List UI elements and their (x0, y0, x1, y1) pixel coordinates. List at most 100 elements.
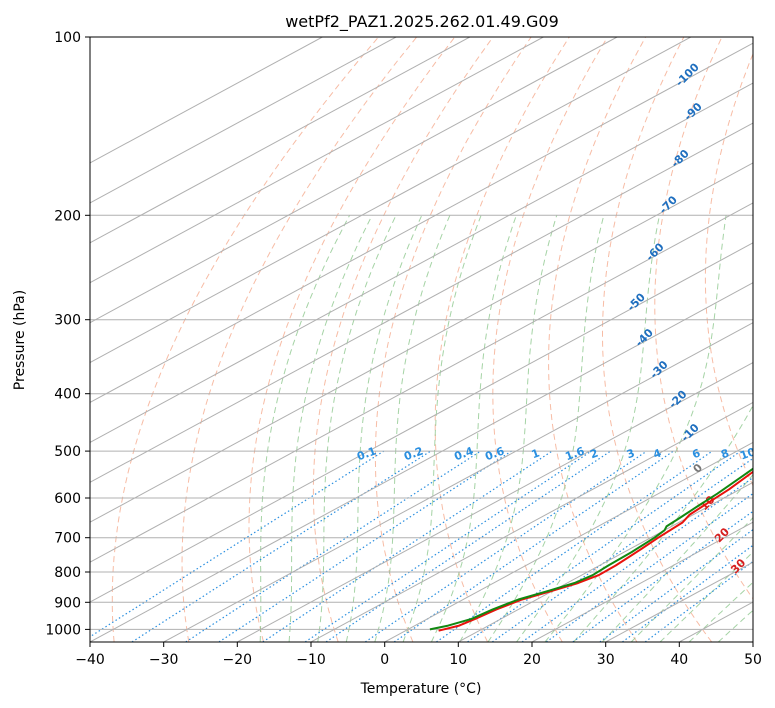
plot-frame (89, 36, 754, 643)
mixing-ratio-line (131, 450, 432, 642)
x-tick-label: 20 (523, 652, 541, 668)
mixing-ratio-label: 8 (719, 446, 731, 461)
isotherm-line (90, 242, 753, 603)
isotherm-line (237, 361, 753, 642)
y-tick-label: 600 (54, 491, 81, 507)
mixing-ratio-label: 0.6 (483, 444, 506, 463)
mixing-ratio-label: 4 (651, 446, 663, 461)
moist-adiabat (317, 215, 397, 642)
isotherm-line (90, 82, 753, 443)
mixing-ratio-line (218, 450, 512, 642)
mixing-ratio-line (90, 450, 385, 638)
isotherm-line (531, 521, 753, 642)
dry-adiabat (755, 37, 775, 642)
dry-adiabat (111, 37, 379, 642)
y-tick-label: 400 (54, 387, 81, 403)
moist-adiabat (402, 215, 482, 642)
isotherm-label: 40 (751, 584, 771, 604)
isotherm-line (90, 42, 753, 404)
mixing-ratio-label: 13 (766, 445, 775, 462)
mixing-ratio-label: 3 (625, 446, 637, 461)
moist-adiabat (688, 581, 753, 642)
moist-adiabat (573, 404, 753, 642)
moist-adiabat (288, 215, 373, 642)
x-tick-label: 30 (597, 652, 615, 668)
x-tick-label: 40 (670, 652, 688, 668)
gridlines (90, 37, 753, 630)
mixing-ratio-label: 2 (588, 446, 600, 461)
isotherm-label: 0 (691, 461, 706, 476)
y-tick-label: 500 (54, 444, 81, 460)
isotherm-line (458, 481, 753, 642)
x-axis-title: Temperature (°C) (360, 681, 482, 697)
moist-adiabat (345, 215, 423, 642)
isotherm-line (90, 37, 692, 364)
mixing-ratio-line (545, 492, 753, 642)
x-axis: −40 −30 −20 −10 0 10 20 30 40 50 (75, 642, 762, 668)
y-tick-label: 200 (54, 208, 81, 224)
x-tick-label: −20 (223, 652, 253, 668)
isotherm-line (90, 37, 471, 244)
mixing-ratio-label: 0.1 (355, 444, 378, 463)
moist-adiabat (459, 215, 558, 642)
mixing-ratio-line (262, 450, 553, 642)
y-tick-label: 700 (54, 531, 81, 547)
isotherm-line (90, 202, 753, 563)
isotherm-line (90, 282, 753, 642)
profile-lines (429, 467, 753, 632)
isotherm-line (90, 162, 753, 523)
isotherm-line (310, 401, 753, 642)
x-tick-label: −30 (149, 652, 179, 668)
mixing-ratio-label: 6 (690, 446, 702, 461)
mixing-ratio-line (325, 450, 611, 642)
mixing-ratio-line (572, 510, 753, 642)
mixing-ratio-label: 0.4 (452, 444, 475, 463)
moist-adiabat (259, 215, 351, 642)
mixing-ratio-line (436, 450, 713, 642)
moist-adiabat (601, 473, 753, 642)
dry-adiabat (181, 37, 418, 642)
x-tick-label: −10 (296, 652, 326, 668)
mixing-ratio-line (185, 450, 481, 642)
moist-adiabat (544, 215, 727, 642)
moist-adiabat (487, 215, 605, 642)
moist-adiabat (659, 551, 753, 642)
isotherm-line (605, 561, 753, 642)
dry-adiabat (248, 37, 456, 642)
isotherm-line (679, 601, 753, 642)
isotherm-label: 20 (712, 525, 732, 545)
isotherm-line (90, 122, 753, 483)
mixing-ratio-line (393, 450, 674, 642)
mixing-ratio-label: 10 (738, 445, 757, 463)
chart-title: wetPf2_PAZ1.2025.262.01.49.G09 (285, 12, 559, 32)
mixing-ratio-line (521, 476, 753, 642)
y-tick-label: 900 (54, 595, 81, 611)
dry-adiabat (654, 37, 753, 600)
mixing-ratio-line (491, 457, 753, 642)
isotherm-line (90, 37, 618, 324)
x-tick-label: 10 (449, 652, 467, 668)
mixing-ratio-labels: 0.10.20.40.611.62346810131620253036 (355, 444, 775, 463)
mixing-ratio-line (304, 450, 592, 642)
moist-adiabat (374, 215, 451, 642)
mixing-ratio-label: 1 (530, 446, 542, 461)
isotherm-label: 30 (728, 556, 748, 576)
dry-adiabat (602, 37, 713, 642)
background-lines (90, 37, 775, 642)
isotherm-line (90, 37, 323, 164)
isotherm-line (752, 641, 753, 642)
x-tick-label: 50 (744, 652, 762, 668)
moist-adiabat (430, 215, 517, 642)
series-dewpoint (429, 467, 753, 631)
y-axis-title: Pressure (hPa) (12, 290, 28, 390)
x-tick-label: −40 (75, 652, 105, 668)
isotherm-line (163, 322, 753, 642)
y-tick-label: 100 (54, 30, 81, 46)
dry-adiabat (434, 37, 570, 642)
mixing-ratio-line (644, 560, 753, 642)
y-axis: 1000 900 800 700 600 500 400 300 200 100 (45, 30, 90, 638)
dry-adiabat (312, 37, 494, 642)
x-tick-label: 0 (380, 652, 389, 668)
